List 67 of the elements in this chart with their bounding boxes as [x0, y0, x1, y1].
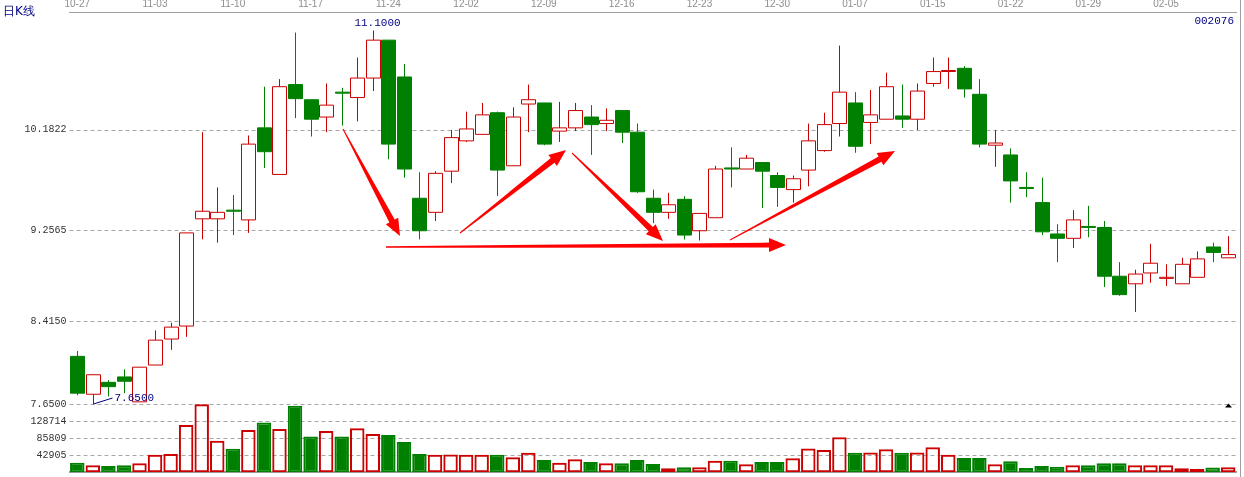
- candlestick: [677, 195, 692, 240]
- candlestick: [832, 45, 847, 138]
- candlestick: [319, 82, 334, 133]
- x-tick-label: 11-17: [298, 0, 324, 9]
- candlestick: [1035, 177, 1050, 236]
- x-tick-label: 12-23: [686, 0, 713, 9]
- candlestick: [288, 32, 303, 119]
- candlestick: [755, 162, 770, 209]
- candlestick: [226, 194, 241, 236]
- candlestick: [848, 91, 863, 154]
- candlestick: [117, 368, 132, 394]
- candlestick: [599, 107, 614, 132]
- x-tick-label: 11-10: [220, 0, 246, 9]
- candlestick: [957, 65, 972, 99]
- annotation: 11.1000: [354, 16, 401, 29]
- y-tick-label: 9.2565: [30, 224, 67, 236]
- candlestick: [739, 154, 754, 170]
- x-tick-label: 11-24: [375, 0, 402, 9]
- candlestick: [335, 87, 350, 127]
- y-tick-label: 42905: [36, 449, 67, 461]
- x-tick-label: 02-05: [1153, 0, 1180, 9]
- candlestick: [1003, 147, 1018, 204]
- candlestick: [910, 82, 925, 131]
- candlestick: [257, 86, 272, 169]
- y-tick-label: 8.4150: [30, 315, 67, 327]
- candlestick: [1050, 223, 1065, 263]
- x-tick-label: 01-29: [1075, 0, 1102, 9]
- x-tick-label: 12-30: [764, 0, 791, 9]
- x-tick-label: 10-27: [64, 0, 91, 9]
- candlestick: [490, 111, 505, 197]
- candlestick: [646, 189, 661, 224]
- candlestick: [724, 146, 739, 188]
- candlestick: [272, 78, 287, 175]
- x-tick-label: 01-07: [842, 0, 869, 9]
- candlestick: [521, 84, 536, 133]
- y-tick-label: 10.1822: [24, 124, 67, 136]
- candlestick: [661, 192, 676, 220]
- candlestick: [584, 104, 599, 156]
- y-tick-label: 128714: [30, 415, 67, 427]
- candlestick: [70, 350, 85, 396]
- x-tick-label: 12-02: [453, 0, 480, 9]
- x-tick-label: 01-15: [919, 0, 946, 9]
- x-tick-label: 01-22: [997, 0, 1024, 9]
- candlestick: [895, 84, 910, 129]
- candlestick: [988, 129, 1003, 168]
- candlestick: [1206, 242, 1221, 263]
- candlestick: [786, 175, 801, 204]
- candlestick: [101, 379, 116, 397]
- candlestick: [770, 171, 785, 208]
- candlestick: [1221, 235, 1236, 259]
- candlestick: [1019, 171, 1034, 198]
- candlestick: [241, 134, 256, 234]
- y-tick-label: 7.6500: [30, 398, 67, 410]
- candlestick: [972, 78, 987, 148]
- annotation: 002076: [1194, 14, 1234, 27]
- candlestick: [86, 374, 101, 405]
- candlestick: [304, 99, 319, 138]
- chart-title: 日K线: [3, 4, 35, 19]
- candlestick: [412, 171, 427, 240]
- candlestick: [428, 170, 443, 222]
- candlestick: [537, 102, 552, 146]
- candlestick: [506, 106, 521, 167]
- candlestick: [1066, 209, 1081, 249]
- y-tick-label: 85809: [36, 432, 67, 444]
- x-tick-label: 12-16: [608, 0, 635, 9]
- x-tick-label: 11-03: [142, 0, 168, 9]
- x-tick-label: 12-09: [531, 0, 558, 9]
